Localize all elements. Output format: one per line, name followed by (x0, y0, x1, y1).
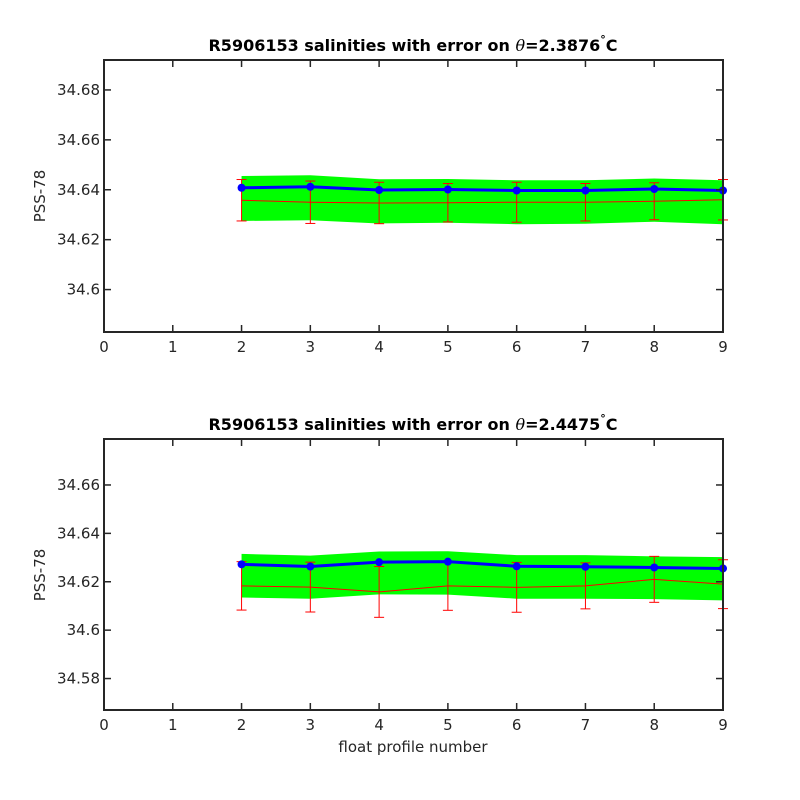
bottom-x-tick-label: 6 (512, 716, 522, 734)
bottom-x-tick-label: 1 (168, 716, 178, 734)
bottom-x-tick-label: 5 (443, 716, 453, 734)
bottom-x-tick-label: 7 (581, 716, 591, 734)
bottom-blue-point (237, 560, 246, 569)
top-blue-series-line (241, 185, 724, 193)
top-x-tick-label: 0 (99, 338, 109, 356)
top-axes-frame (103, 59, 724, 333)
bottom-title-value: =2.4475 (525, 415, 600, 434)
bottom-y-tick-label: 34.58 (57, 670, 100, 688)
top-blue-point (512, 186, 521, 195)
top-title-theta: θ (515, 36, 525, 55)
bottom-plot-area: 0 1 2 3 4 5 6 7 8 9 34.58 34.6 34.62 34.64 34.66 (57, 438, 728, 734)
bottom-x-tick-label: 9 (718, 716, 728, 734)
bottom-y-tick-label: 34.62 (57, 573, 100, 591)
top-x-tick-label: 9 (718, 338, 728, 356)
top-blue-point (375, 186, 384, 195)
top-x-tick-label: 5 (443, 338, 453, 356)
top-blue-point (581, 186, 590, 195)
top-blue-point (443, 185, 452, 194)
bottom-title-degree: ° (600, 412, 606, 425)
top-y-tick-label: 34.68 (57, 81, 100, 99)
bottom-x-tick-label: 3 (306, 716, 316, 734)
top-y-tick-label: 34.62 (57, 231, 100, 249)
top-x-tick-label: 1 (168, 338, 178, 356)
top-blue-point (237, 183, 246, 192)
top-x-tick-label: 8 (649, 338, 659, 356)
top-x-tick-label: 7 (581, 338, 591, 356)
top-error-band (241, 175, 724, 225)
top-y-axis-label: PSS-78 (31, 170, 49, 223)
top-blue-point (650, 185, 659, 194)
bottom-red-series-line (241, 578, 724, 593)
bottom-x-tick-label: 2 (237, 716, 247, 734)
bottom-blue-point (581, 562, 590, 571)
top-y-tick-label: 34.66 (57, 131, 100, 149)
top-panel: R5906153 salinities with error on θ=2.38… (31, 33, 728, 356)
bottom-x-tick-label: 4 (374, 716, 384, 734)
bottom-panel: R5906153 salinities with error on θ=2.44… (31, 412, 728, 756)
bottom-blue-point (306, 562, 315, 571)
top-blue-point (306, 182, 315, 191)
bottom-x-tick-label: 0 (99, 716, 109, 734)
bottom-panel-title: R5906153 salinities with error on θ=2.44… (208, 412, 617, 434)
top-title-degree: ° (600, 33, 606, 46)
bottom-blue-series-line (241, 560, 724, 570)
top-title-value: =2.3876 (525, 36, 600, 55)
bottom-x-tick-label: 8 (649, 716, 659, 734)
bottom-y-tick-label: 34.64 (57, 524, 100, 542)
top-y-tick-label: 34.6 (67, 281, 100, 299)
bottom-title-prefix: R5906153 salinities with error on (208, 415, 515, 434)
bottom-x-axis-label: float profile number (338, 738, 488, 756)
bottom-error-band (241, 551, 724, 601)
top-plot-area: 0 1 2 3 4 5 6 7 8 9 34.6 34.62 34.64 34.66 34.68 (57, 59, 728, 356)
bottom-blue-point (443, 557, 452, 566)
top-title-unit: C (606, 36, 618, 55)
top-x-tick-label: 4 (374, 338, 384, 356)
top-panel-title: R5906153 salinities with error on θ=2.38… (208, 33, 617, 55)
top-x-tick-label: 2 (237, 338, 247, 356)
bottom-y-tick-label: 34.6 (67, 621, 100, 639)
top-title-prefix: R5906153 salinities with error on (208, 36, 515, 55)
bottom-blue-point (512, 562, 521, 571)
bottom-title-theta: θ (515, 415, 525, 434)
top-x-tick-label: 3 (306, 338, 316, 356)
bottom-title-unit: C (606, 415, 618, 434)
top-red-series-line (241, 199, 724, 204)
bottom-blue-point (650, 563, 659, 572)
top-x-tick-label: 6 (512, 338, 522, 356)
top-y-tick-label: 34.64 (57, 181, 100, 199)
bottom-y-axis-label: PSS-78 (31, 549, 49, 602)
bottom-y-tick-label: 34.66 (57, 476, 100, 494)
bottom-blue-point (375, 558, 384, 567)
bottom-axes-frame (103, 438, 724, 711)
